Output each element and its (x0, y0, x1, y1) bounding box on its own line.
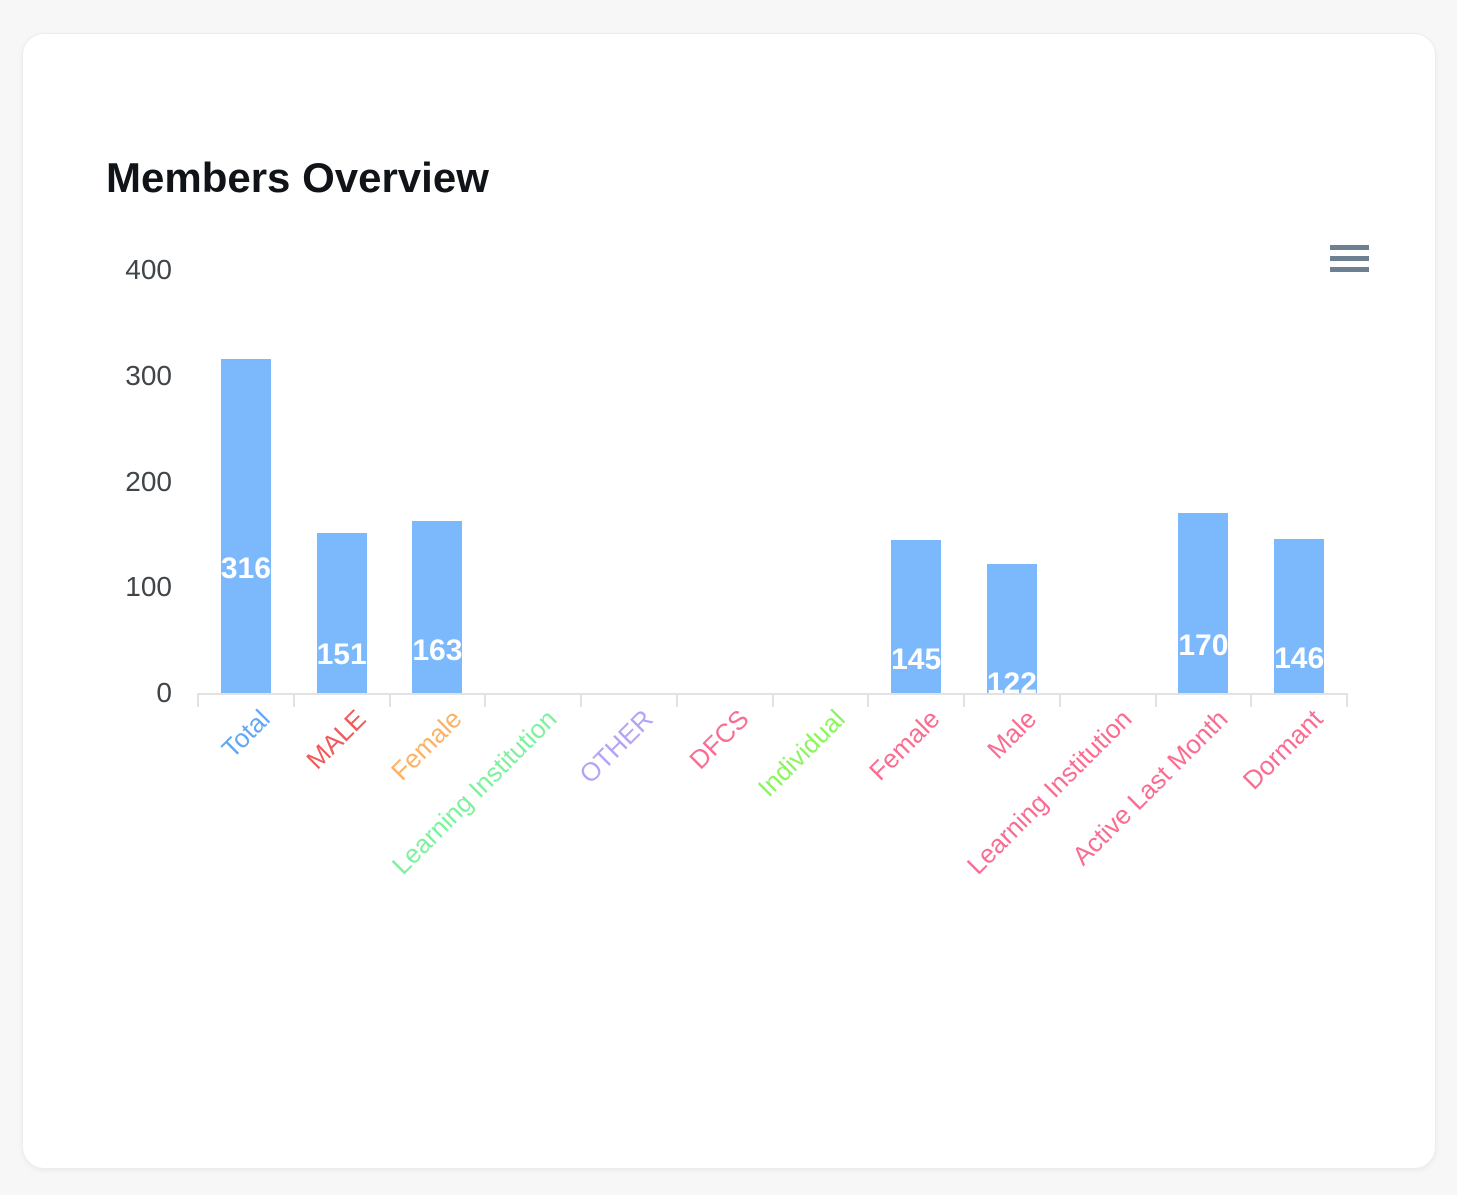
bar-active-last-month[interactable] (1178, 513, 1229, 693)
x-axis-tick (963, 693, 965, 707)
x-axis-tick (1154, 693, 1157, 707)
bar-dormant[interactable] (1274, 538, 1325, 693)
hamburger-menu-icon (1330, 255, 1369, 261)
bar-value-label: 170 (1178, 629, 1229, 662)
x-axis-tick (580, 693, 582, 707)
x-axis-tick (867, 693, 870, 707)
bar-value-label: 151 (316, 638, 367, 671)
x-axis-tick (197, 693, 199, 707)
x-axis-tick (388, 693, 391, 707)
card-title: Members Overview (106, 154, 489, 201)
bar-value-label: 163 (412, 634, 463, 667)
x-axis-tick (675, 693, 678, 707)
y-axis-label: 400 (125, 254, 172, 285)
hamburger-menu-icon (1330, 244, 1369, 250)
hamburger-menu-icon (1330, 266, 1369, 272)
bar-value-label: 122 (986, 667, 1037, 700)
y-axis-label: 300 (125, 359, 172, 391)
x-axis-tick (1346, 693, 1348, 707)
bar-value-label: 145 (891, 643, 942, 676)
x-axis-tick (771, 693, 774, 707)
bar-total[interactable] (220, 358, 271, 693)
y-axis-label: 200 (125, 465, 172, 497)
bar-male[interactable] (986, 563, 1037, 693)
x-axis-tick (1250, 693, 1253, 707)
chart-menu-button[interactable] (1327, 238, 1373, 278)
bar-male[interactable] (316, 533, 367, 693)
bar-value-label: 316 (220, 552, 271, 585)
bar-female[interactable] (891, 539, 942, 693)
y-axis-label: 100 (125, 571, 172, 603)
bar-female[interactable] (412, 520, 463, 693)
x-axis-tick (484, 693, 487, 707)
x-axis-tick (292, 693, 295, 707)
x-axis-tick (1058, 693, 1061, 707)
y-axis-label: 0 (156, 677, 172, 708)
bar-value-label: 146 (1274, 642, 1325, 675)
